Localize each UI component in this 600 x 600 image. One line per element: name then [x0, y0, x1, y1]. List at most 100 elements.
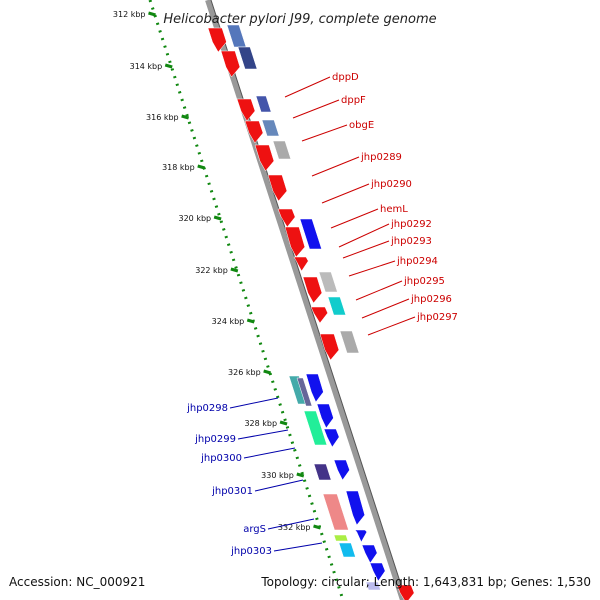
reverse-leader-line — [254, 479, 304, 492]
ruler-tick-label: 320 kbp — [179, 214, 212, 223]
reverse-gene-label: jhp0303 — [230, 546, 272, 557]
forward-leader-line — [321, 183, 370, 204]
ruler-tick — [246, 318, 255, 324]
forward-leader-line — [367, 316, 416, 336]
ruler-tick-label: 330 kbp — [261, 471, 294, 480]
reverse-gene-label: jhp0299 — [194, 434, 236, 445]
gene-block — [237, 46, 258, 70]
forward-gene-label: jhp0293 — [390, 236, 432, 247]
forward-gene-label: jhp0292 — [390, 219, 432, 230]
reverse-gene-label: jhp0298 — [186, 403, 228, 414]
backbone-line-edge — [210, 0, 407, 600]
ruler-tick — [181, 114, 190, 120]
gene-arrow — [354, 529, 368, 543]
gene-block — [327, 296, 347, 316]
ruler-tick — [197, 164, 206, 170]
gene-arrow — [369, 562, 386, 582]
reverse-gene-label: jhp0300 — [200, 453, 242, 464]
forward-leader-line — [348, 260, 396, 277]
gene-block — [313, 463, 332, 481]
forward-gene-label: jhp0297 — [416, 312, 458, 323]
forward-gene-label: hemL — [380, 204, 408, 215]
accession-text: Accession: NC_000921 — [9, 575, 145, 589]
reverse-gene-label: argS — [243, 524, 266, 535]
ruler-tick-label: 326 kbp — [228, 368, 261, 377]
map-title: Helicobacter pylori J99, complete genome — [163, 12, 436, 27]
gene-block — [365, 581, 381, 591]
gene-block — [333, 534, 349, 542]
reverse-leader-line — [243, 447, 296, 459]
forward-gene-label: jhp0294 — [396, 256, 438, 267]
forward-leader-line — [301, 124, 348, 142]
forward-leader-line — [292, 99, 340, 119]
ruler-tick — [164, 63, 173, 69]
forward-gene-label: obgE — [349, 120, 374, 131]
gene-arrow — [293, 256, 309, 272]
gene-arrow — [236, 98, 256, 122]
label-leader-lines — [229, 76, 416, 552]
gene-block — [322, 493, 349, 531]
gene-arrow — [333, 459, 350, 481]
ruler-tick-label: 328 kbp — [244, 419, 277, 428]
ruler-tick — [148, 11, 156, 17]
ruler-tick — [279, 420, 288, 426]
gene-arrow — [310, 306, 328, 324]
topology-text: Topology: circular; Length: 1,643,831 bp… — [260, 575, 591, 589]
reverse-gene-label: jhp0301 — [211, 486, 253, 497]
gene-arrow — [277, 208, 296, 228]
reverse-leader-line — [273, 542, 323, 552]
gene-block — [255, 95, 272, 113]
gene-block — [338, 542, 356, 558]
ruler-tick-label: 312 kbp — [113, 10, 146, 19]
reverse-leader-line — [267, 518, 315, 530]
gene-arrow — [267, 174, 288, 202]
reverse-gene-labels: jhp0298 jhp0299 jhp0300 jhp0301 argS jhp0303 — [186, 403, 272, 557]
gene-arrow — [361, 544, 378, 564]
gene-block — [272, 140, 292, 160]
ruler-line — [148, 0, 345, 600]
forward-leader-line — [342, 240, 390, 259]
ruler-tick — [230, 267, 239, 273]
gene-block — [303, 410, 328, 446]
backbone-line — [205, 0, 406, 600]
ruler-tick-label: 318 kbp — [162, 163, 195, 172]
ruler-tick-label: 316 kbp — [146, 113, 179, 122]
forward-leader-line — [361, 298, 410, 319]
forward-leader-line — [355, 280, 403, 301]
ruler-ticks: 312 kbp 314 kbp 316 kbp 318 kbp 320 kbp 322 k… — [113, 10, 321, 532]
ruler-tick-label: 314 kbp — [130, 62, 163, 71]
ruler-tick — [296, 472, 305, 478]
ruler-tick-label: 324 kbp — [212, 317, 245, 326]
forward-gene-label: jhp0290 — [370, 179, 412, 190]
ruler-tick-label: 322 kbp — [195, 266, 228, 275]
forward-gene-label: jhp0289 — [360, 152, 402, 163]
gene-arrow — [302, 276, 323, 304]
reverse-leader-line — [237, 429, 289, 440]
gene-arrow — [244, 120, 264, 144]
gene-block — [299, 218, 322, 250]
gene-block — [339, 330, 360, 354]
forward-leader-line — [311, 156, 360, 177]
forward-gene-label: dppF — [341, 95, 366, 106]
gene-arrow — [254, 144, 275, 172]
gene-block — [261, 119, 280, 137]
reverse-leader-line — [229, 397, 279, 409]
gene-arrow — [284, 226, 306, 258]
ruler-tick-label: 332 kbp — [278, 523, 311, 532]
gene-arrow — [396, 584, 415, 600]
gene-arrow — [316, 403, 334, 429]
gene-arrow — [323, 428, 340, 448]
gene-block — [296, 377, 313, 407]
forward-leader-line — [284, 76, 331, 98]
forward-gene-label: dppD — [332, 72, 359, 83]
ruler-tick — [263, 369, 272, 375]
forward-gene-label: jhp0296 — [410, 294, 452, 305]
gene-block — [318, 271, 338, 293]
forward-gene-label: jhp0295 — [403, 276, 445, 287]
forward-leader-line — [338, 223, 390, 248]
gene-features — [207, 24, 415, 600]
gene-arrow — [207, 27, 227, 53]
ruler-tick — [313, 524, 321, 530]
gene-arrow — [345, 490, 365, 526]
